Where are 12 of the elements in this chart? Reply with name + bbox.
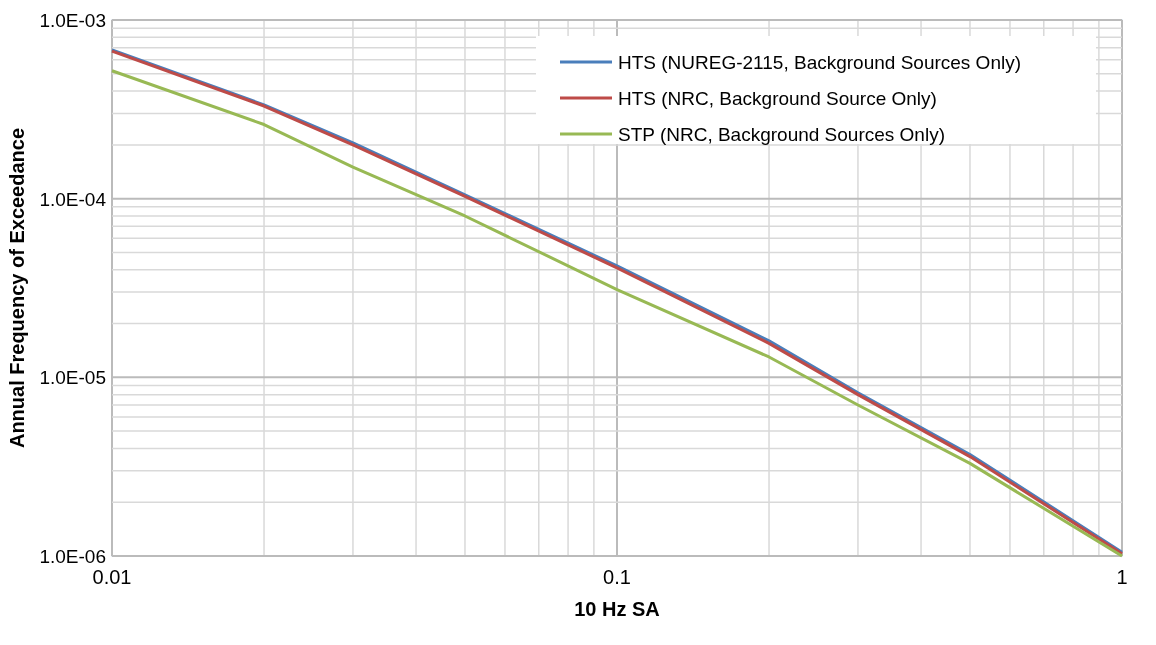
y-tick-label: 1.0E-06 <box>39 546 106 567</box>
x-axis-title: 10 Hz SA <box>574 598 660 620</box>
legend-label: HTS (NRC, Background Source Only) <box>618 88 937 109</box>
x-tick-label: 0.1 <box>603 566 631 588</box>
y-tick-label: 1.0E-04 <box>39 188 107 210</box>
y-axis-title: Annual Frequency of Exceedance <box>6 127 28 449</box>
x-tick-label: 1 <box>1116 566 1128 588</box>
y-tick-label: 1.0E-05 <box>39 367 106 389</box>
x-tick-label: 0.01 <box>92 566 132 588</box>
legend-label: HTS (NUREG-2115, Background Sources Only) <box>618 52 1022 73</box>
legend-label: STP (NRC, Background Sources Only) <box>618 124 945 145</box>
y-tick-label: 1.0E-03 <box>39 10 106 31</box>
